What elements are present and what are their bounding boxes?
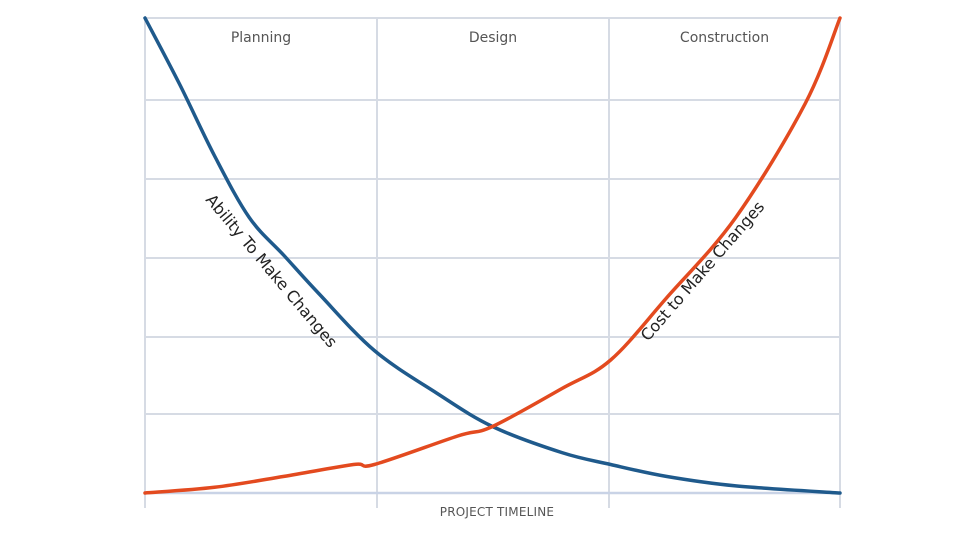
phase-label-design: Design [469, 30, 517, 46]
series-line-ability [143, 16, 842, 495]
series-label-cost: Cost to Make Changes [637, 197, 769, 344]
x-axis-label: PROJECT TIMELINE [440, 505, 554, 519]
grid [144, 17, 841, 508]
phase-labels: Planning Design Construction [231, 30, 769, 46]
series-label-ability: Ability To Make Changes [202, 190, 341, 351]
phase-label-planning: Planning [231, 30, 291, 46]
curve-labels: Ability To Make Changes Cost to Make Chan… [202, 190, 768, 351]
series-line-cost [143, 16, 842, 495]
phase-label-construction: Construction [680, 30, 769, 46]
series-group [143, 16, 842, 495]
